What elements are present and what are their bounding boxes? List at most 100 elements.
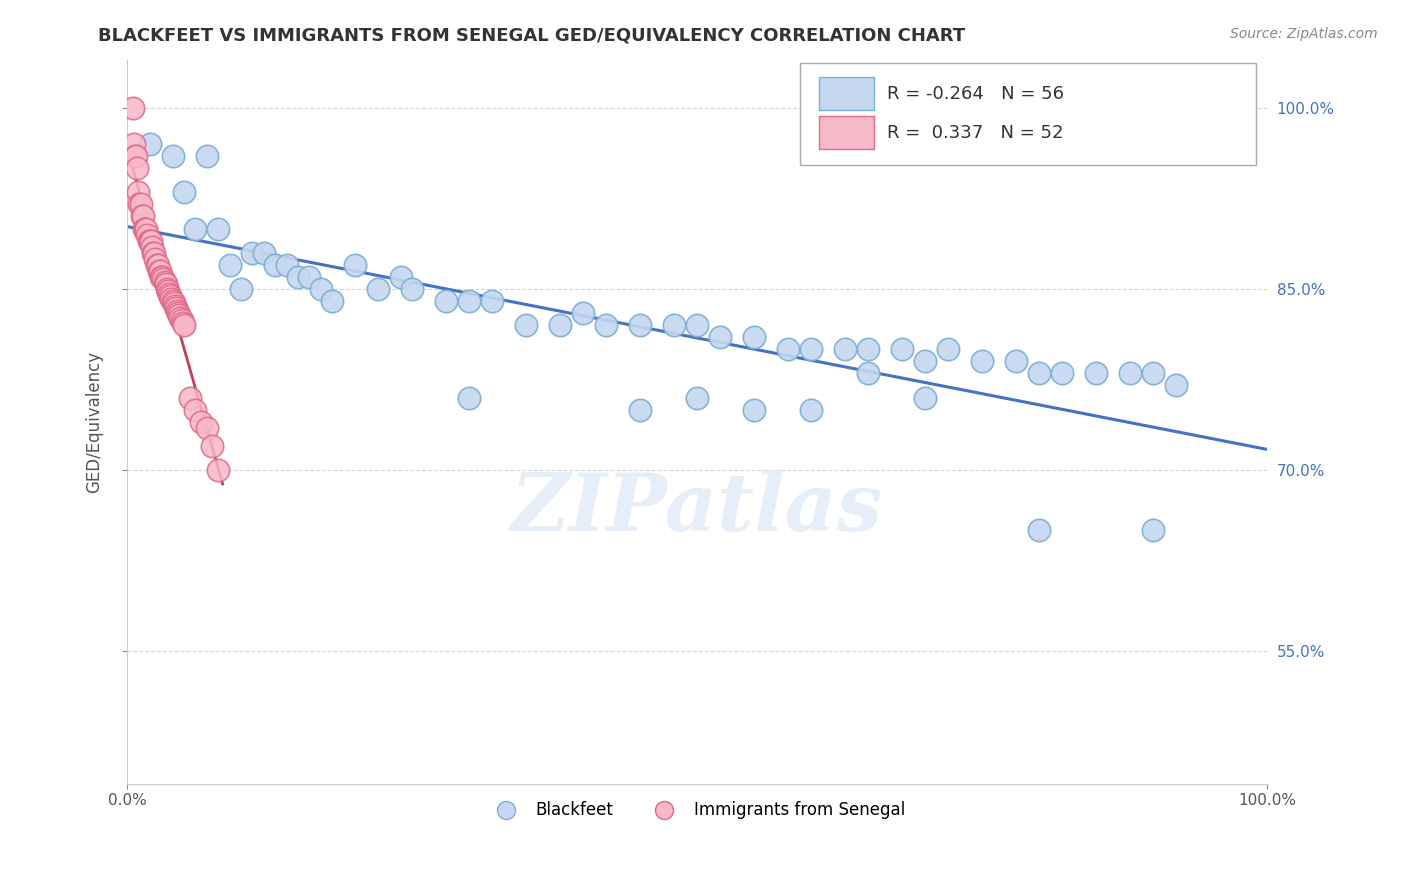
Point xyxy=(742,402,765,417)
Point xyxy=(145,258,167,272)
Point xyxy=(127,161,149,176)
Point xyxy=(124,149,146,163)
Point xyxy=(367,282,389,296)
Point xyxy=(1164,378,1187,392)
Point xyxy=(1028,367,1050,381)
Point xyxy=(131,210,153,224)
FancyBboxPatch shape xyxy=(800,63,1256,165)
Point xyxy=(134,221,156,235)
Point xyxy=(1119,367,1142,381)
Point xyxy=(138,137,160,152)
Point xyxy=(139,234,162,248)
Point xyxy=(201,439,224,453)
Point xyxy=(190,415,212,429)
Point xyxy=(434,293,457,308)
Point xyxy=(173,318,195,332)
Point xyxy=(709,330,731,344)
Legend: Blackfeet, Immigrants from Senegal: Blackfeet, Immigrants from Senegal xyxy=(482,795,911,826)
Point xyxy=(156,282,179,296)
Point xyxy=(1050,367,1073,381)
Point xyxy=(195,149,218,163)
Point xyxy=(138,234,160,248)
Point xyxy=(153,275,176,289)
Point xyxy=(207,221,229,235)
Point xyxy=(148,264,170,278)
Point xyxy=(150,269,173,284)
Point xyxy=(149,264,172,278)
Point xyxy=(122,137,145,152)
Point xyxy=(856,343,879,357)
Point xyxy=(1085,367,1108,381)
Point xyxy=(481,293,503,308)
Point xyxy=(800,343,823,357)
Point xyxy=(128,197,150,211)
Point xyxy=(343,258,366,272)
Point xyxy=(159,289,181,303)
Point xyxy=(253,245,276,260)
Point xyxy=(686,391,709,405)
Point xyxy=(309,282,332,296)
Point xyxy=(152,272,174,286)
Text: Source: ZipAtlas.com: Source: ZipAtlas.com xyxy=(1230,27,1378,41)
Point xyxy=(298,269,321,284)
Point xyxy=(834,343,856,357)
Point xyxy=(121,101,143,115)
Point xyxy=(184,221,207,235)
Point xyxy=(173,186,195,200)
Point xyxy=(150,269,173,284)
Point xyxy=(207,463,229,477)
Point xyxy=(195,420,218,434)
Point xyxy=(856,367,879,381)
Point xyxy=(125,149,148,163)
Point xyxy=(458,391,481,405)
Point xyxy=(628,318,651,332)
Point xyxy=(162,293,184,308)
Point xyxy=(136,227,159,242)
Point xyxy=(132,221,155,235)
Point xyxy=(129,197,152,211)
Point xyxy=(172,316,194,330)
Point xyxy=(142,245,165,260)
Point xyxy=(218,258,240,272)
Point xyxy=(162,149,184,163)
Point xyxy=(778,343,800,357)
Point xyxy=(170,313,193,327)
Bar xyxy=(818,77,873,111)
Point xyxy=(572,306,595,320)
Point xyxy=(146,258,169,272)
Point xyxy=(127,186,149,200)
Text: ZIPatlas: ZIPatlas xyxy=(510,470,883,548)
Point xyxy=(169,309,191,323)
Point xyxy=(389,269,412,284)
Bar xyxy=(818,116,873,149)
Point xyxy=(276,258,298,272)
Point xyxy=(264,258,287,272)
Point xyxy=(742,330,765,344)
Point xyxy=(1142,523,1164,537)
Point xyxy=(515,318,537,332)
Point xyxy=(1005,354,1028,368)
Point xyxy=(321,293,343,308)
Point xyxy=(163,299,186,313)
Point xyxy=(160,292,183,306)
Point xyxy=(141,240,163,254)
Point xyxy=(1028,523,1050,537)
Point xyxy=(167,306,190,320)
Point xyxy=(628,402,651,417)
Point xyxy=(156,285,179,299)
Text: R = -0.264   N = 56: R = -0.264 N = 56 xyxy=(887,85,1064,103)
Text: R =  0.337   N = 52: R = 0.337 N = 52 xyxy=(887,124,1064,142)
Point xyxy=(132,210,155,224)
Point xyxy=(936,343,959,357)
Point xyxy=(145,252,167,266)
Y-axis label: GED/Equivalency: GED/Equivalency xyxy=(86,351,103,492)
Point xyxy=(166,303,188,318)
Point xyxy=(240,245,263,260)
Point xyxy=(401,282,423,296)
Text: BLACKFEET VS IMMIGRANTS FROM SENEGAL GED/EQUIVALENCY CORRELATION CHART: BLACKFEET VS IMMIGRANTS FROM SENEGAL GED… xyxy=(98,27,966,45)
Point xyxy=(169,310,191,325)
Point xyxy=(914,354,936,368)
Point xyxy=(163,296,186,310)
Point xyxy=(143,245,166,260)
Point xyxy=(548,318,571,332)
